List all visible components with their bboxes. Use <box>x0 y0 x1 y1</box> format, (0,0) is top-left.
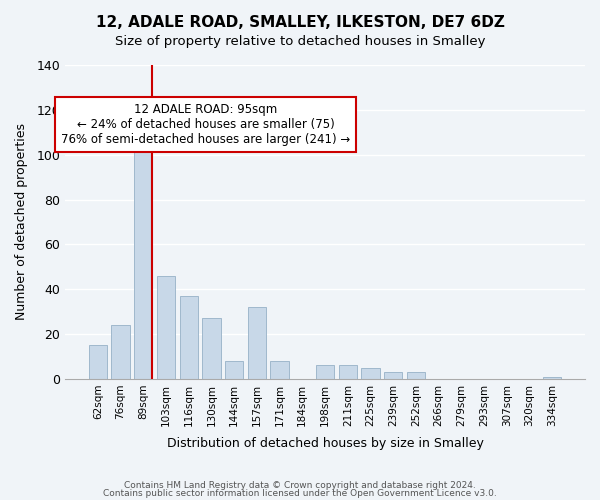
Bar <box>316 366 334 379</box>
Text: Contains HM Land Registry data © Crown copyright and database right 2024.: Contains HM Land Registry data © Crown c… <box>124 481 476 490</box>
Bar <box>361 368 380 379</box>
Bar <box>202 318 221 379</box>
Bar <box>89 346 107 379</box>
Text: Contains public sector information licensed under the Open Government Licence v3: Contains public sector information licen… <box>103 488 497 498</box>
Text: Size of property relative to detached houses in Smalley: Size of property relative to detached ho… <box>115 35 485 48</box>
Bar <box>248 307 266 379</box>
Bar <box>157 276 175 379</box>
Text: 12, ADALE ROAD, SMALLEY, ILKESTON, DE7 6DZ: 12, ADALE ROAD, SMALLEY, ILKESTON, DE7 6… <box>95 15 505 30</box>
Text: 12 ADALE ROAD: 95sqm
← 24% of detached houses are smaller (75)
76% of semi-detac: 12 ADALE ROAD: 95sqm ← 24% of detached h… <box>61 102 350 146</box>
Bar <box>271 361 289 379</box>
Bar <box>112 325 130 379</box>
Bar <box>384 372 402 379</box>
Bar <box>179 296 198 379</box>
Bar <box>134 146 152 379</box>
Y-axis label: Number of detached properties: Number of detached properties <box>15 124 28 320</box>
Bar <box>225 361 243 379</box>
Bar <box>338 366 357 379</box>
Bar <box>407 372 425 379</box>
X-axis label: Distribution of detached houses by size in Smalley: Distribution of detached houses by size … <box>167 437 484 450</box>
Bar <box>543 376 562 379</box>
